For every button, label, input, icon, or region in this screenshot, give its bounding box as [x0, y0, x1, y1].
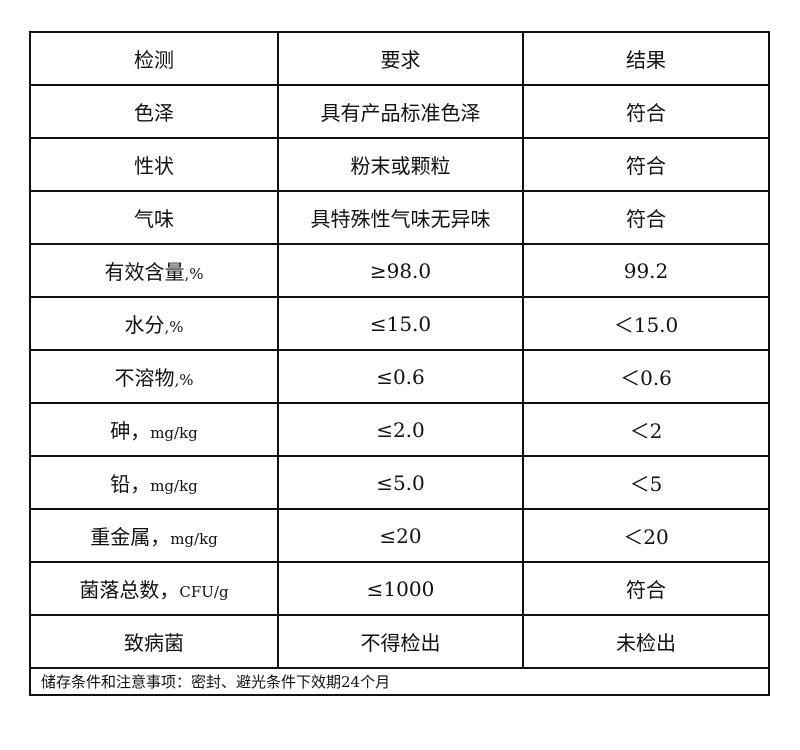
requirement-cell: 粉末或颗粒: [277, 137, 524, 192]
table-row: 气味 具特殊性气味无异味 符合: [29, 190, 770, 245]
requirement-cell: ≤15.0: [277, 296, 524, 351]
item-name: 砷，: [110, 419, 151, 443]
item-name: 有效含量: [104, 260, 185, 284]
item-cell: 色泽: [29, 84, 279, 139]
result-cell: ＜2: [522, 402, 770, 457]
item-name: 气味: [134, 207, 174, 231]
result-cell: 符合: [522, 561, 770, 616]
table-row: 不溶物,% ≤0.6 ＜0.6: [29, 349, 770, 404]
item-cell: 气味: [29, 190, 279, 245]
item-cell: 致病菌: [29, 614, 279, 669]
table-row: 有效含量,% ≥98.0 99.2: [29, 243, 770, 298]
item-name: 致病菌: [124, 631, 184, 655]
table-row: 重金属，mg/kg ≤20 ＜20: [29, 508, 770, 563]
item-unit: mg/kg: [150, 477, 198, 495]
item-cell: 铅，mg/kg: [29, 455, 279, 510]
inspection-table: 检测 要求 结果 色泽 具有产品标准色泽 符合 性状 粉末或颗粒 符合 气味 具特殊…: [29, 31, 770, 696]
item-cell: 重金属，mg/kg: [29, 508, 279, 563]
item-name: 菌落总数，: [79, 578, 180, 602]
item-unit: ,%: [174, 371, 194, 389]
item-name: 色泽: [134, 101, 174, 125]
table-row: 水分,% ≤15.0 ＜15.0: [29, 296, 770, 351]
requirement-cell: ≤2.0: [277, 402, 524, 457]
storage-note: 储存条件和注意事项：密封、避光条件下效期24个月: [29, 667, 770, 696]
item-name: 水分: [124, 313, 165, 337]
item-cell: 有效含量,%: [29, 243, 279, 298]
table-row: 砷，mg/kg ≤2.0 ＜2: [29, 402, 770, 457]
requirement-cell: ≤1000: [277, 561, 524, 616]
item-cell: 砷，mg/kg: [29, 402, 279, 457]
requirement-cell: 具特殊性气味无异味: [277, 190, 524, 245]
header-cell-result: 结果: [522, 31, 770, 86]
requirement-cell: 不得检出: [277, 614, 524, 669]
item-unit: ,%: [164, 318, 184, 336]
item-name: 铅，: [110, 472, 151, 496]
item-unit: mg/kg: [150, 424, 198, 442]
requirement-cell: ≤5.0: [277, 455, 524, 510]
item-name: 性状: [134, 154, 174, 178]
item-unit: mg/kg: [170, 530, 218, 548]
item-name: 不溶物: [114, 366, 175, 390]
item-cell: 不溶物,%: [29, 349, 279, 404]
result-cell: 未检出: [522, 614, 770, 669]
header-cell-test: 检测: [29, 31, 279, 86]
item-unit: ,%: [184, 265, 204, 283]
result-cell: 符合: [522, 84, 770, 139]
result-cell: 99.2: [522, 243, 770, 298]
requirement-cell: ≤20: [277, 508, 524, 563]
table-row: 菌落总数，CFU/g ≤1000 符合: [29, 561, 770, 616]
item-cell: 水分,%: [29, 296, 279, 351]
table-row: 致病菌 不得检出 未检出: [29, 614, 770, 669]
item-cell: 性状: [29, 137, 279, 192]
requirement-cell: ≥98.0: [277, 243, 524, 298]
item-unit: CFU/g: [179, 583, 229, 601]
result-cell: ＜0.6: [522, 349, 770, 404]
requirement-cell: 具有产品标准色泽: [277, 84, 524, 139]
result-cell: ＜5: [522, 455, 770, 510]
result-cell: ＜15.0: [522, 296, 770, 351]
requirement-cell: ≤0.6: [277, 349, 524, 404]
table-row: 铅，mg/kg ≤5.0 ＜5: [29, 455, 770, 510]
table-row: 色泽 具有产品标准色泽 符合: [29, 84, 770, 139]
note-row: 储存条件和注意事项：密封、避光条件下效期24个月: [29, 667, 770, 696]
item-cell: 菌落总数，CFU/g: [29, 561, 279, 616]
result-cell: ＜20: [522, 508, 770, 563]
result-cell: 符合: [522, 137, 770, 192]
table-row: 性状 粉末或颗粒 符合: [29, 137, 770, 192]
result-cell: 符合: [522, 190, 770, 245]
item-name: 重金属，: [90, 525, 171, 549]
header-cell-requirement: 要求: [277, 31, 524, 86]
table-header-row: 检测 要求 结果: [29, 31, 770, 86]
